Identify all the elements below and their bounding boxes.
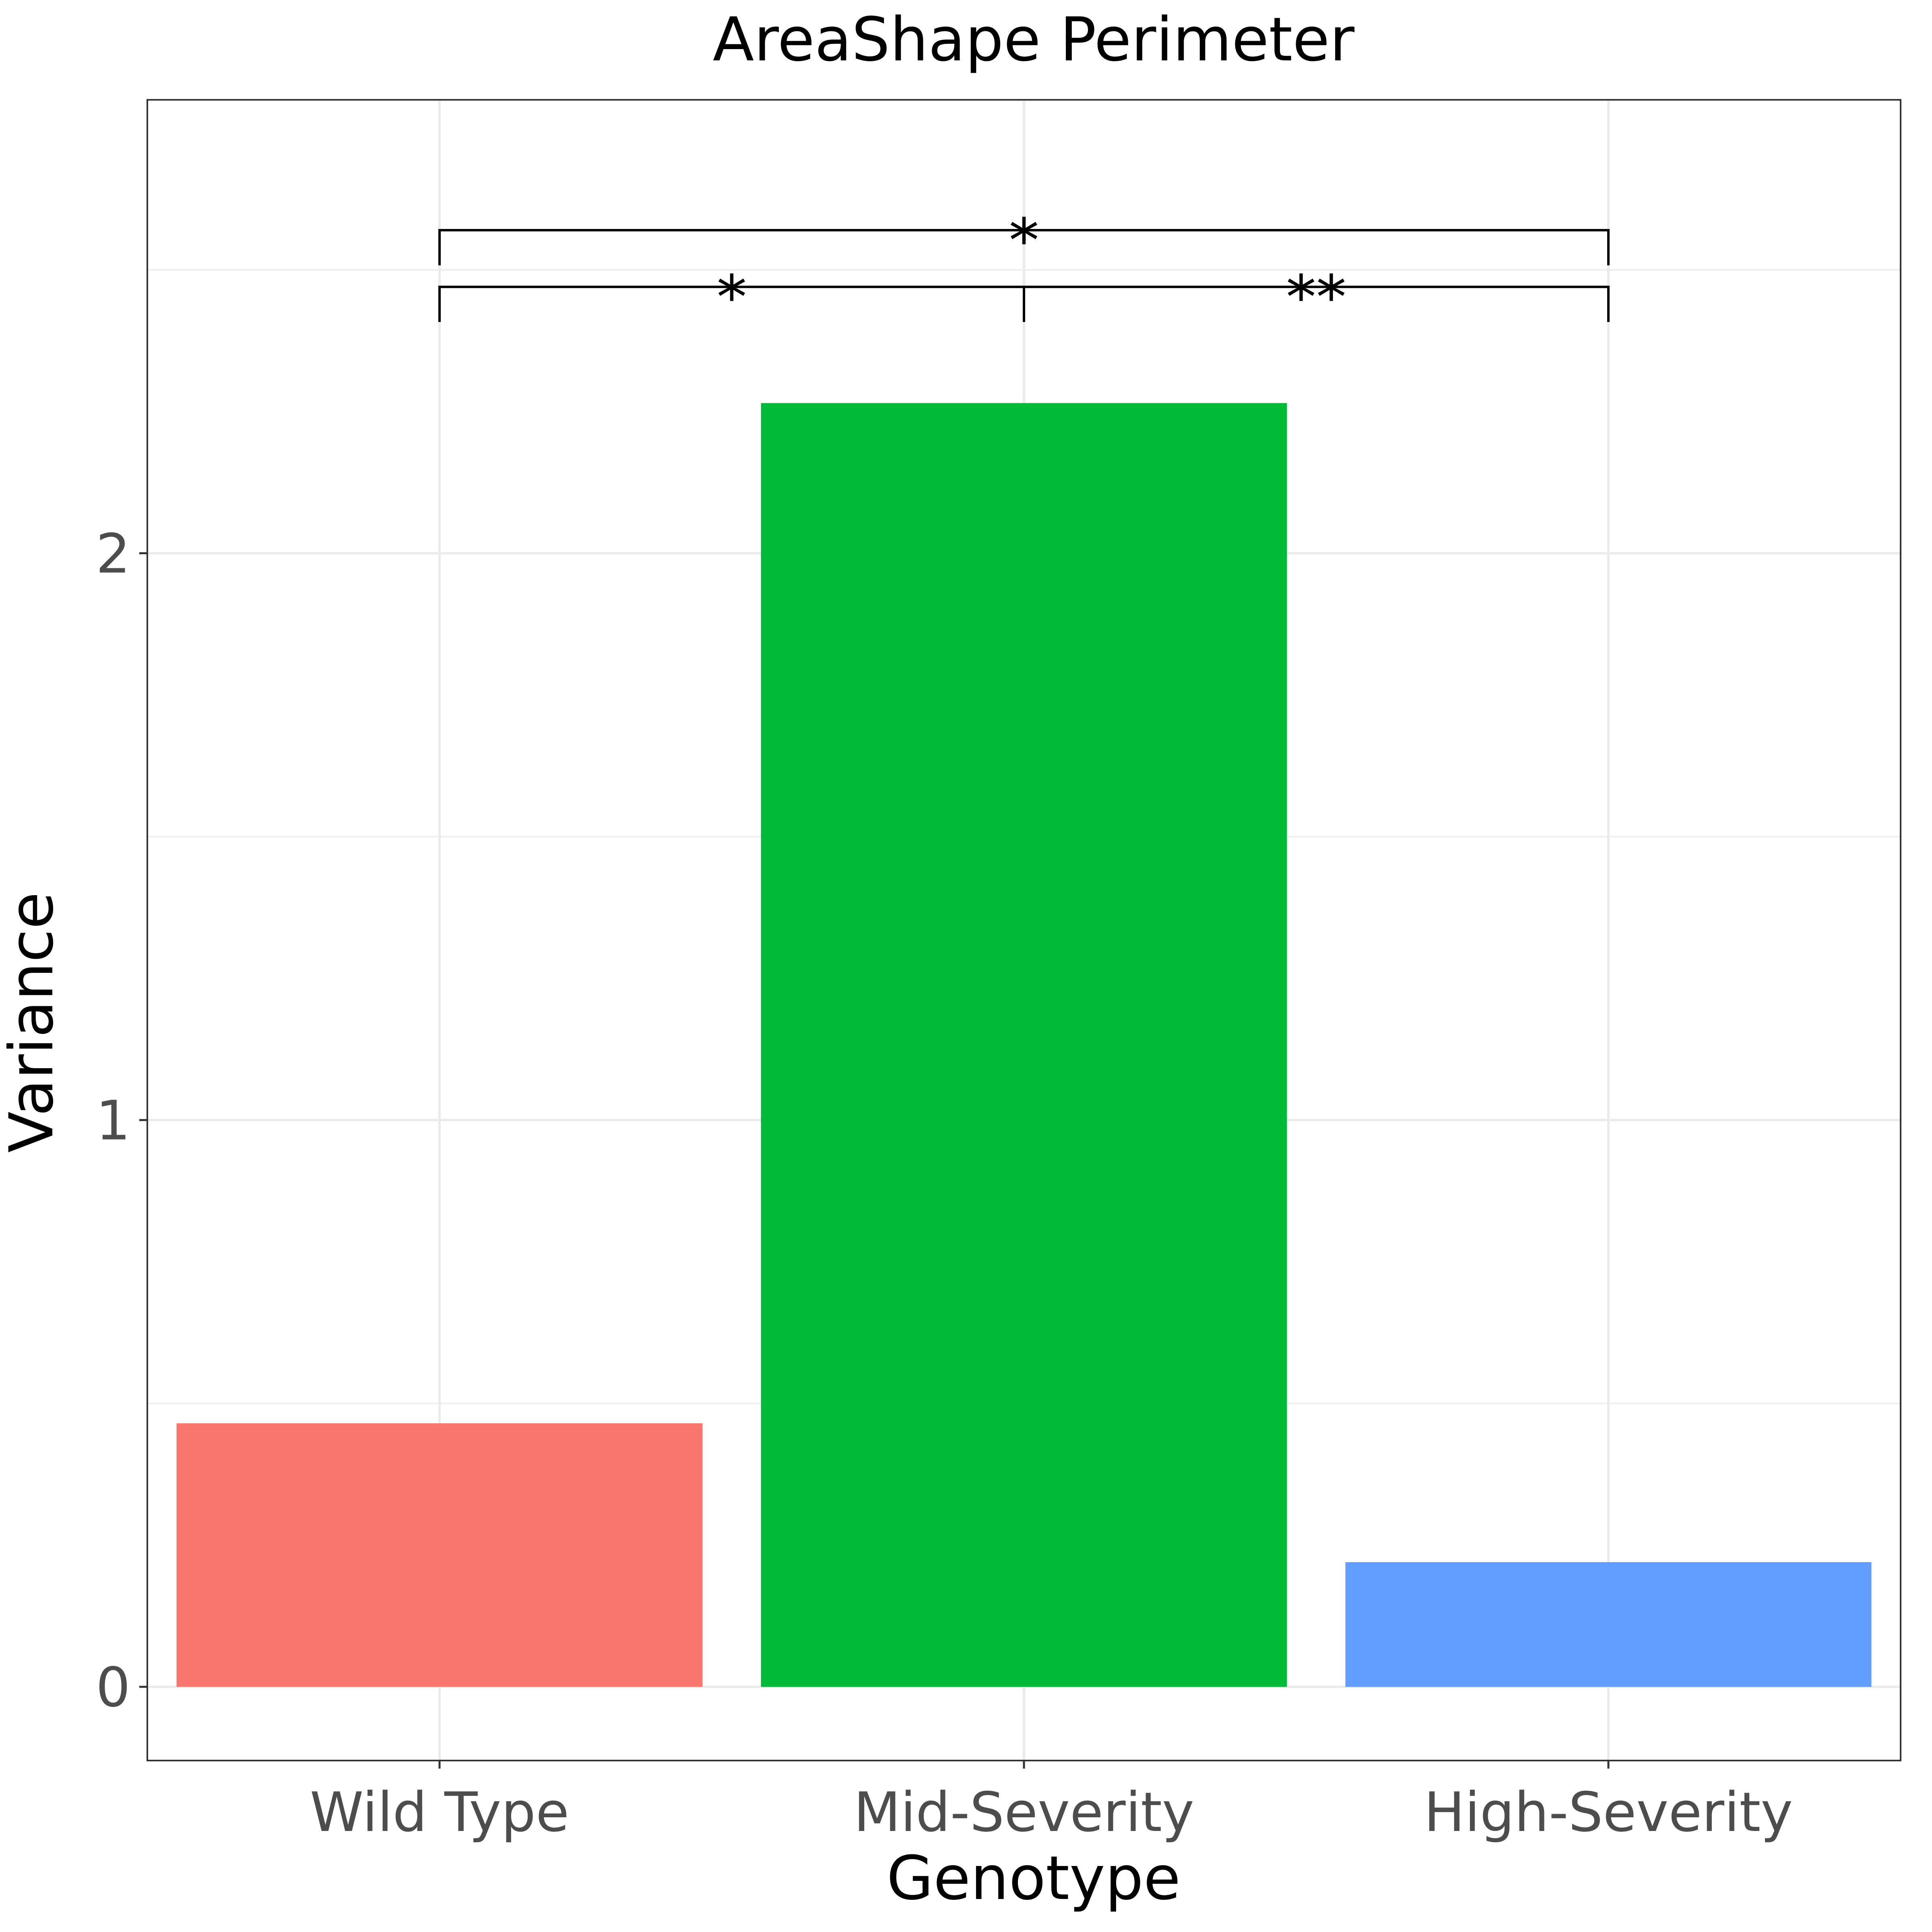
significance-bracket xyxy=(1023,285,1610,322)
y-tick-label: 1 xyxy=(96,1089,130,1152)
bar xyxy=(176,1423,703,1687)
significance-bracket xyxy=(438,229,1610,266)
x-tick-label: High-Severity xyxy=(1424,1781,1793,1844)
bars xyxy=(176,403,1872,1687)
x-axis-title: Genotype xyxy=(887,1843,1181,1913)
bar xyxy=(761,403,1287,1687)
significance-label: * xyxy=(717,263,747,333)
axes: 0 1 2 Wild Type Mid-Severity High-Severity xyxy=(96,522,1793,1844)
x-tick-label: Wild Type xyxy=(310,1781,569,1844)
significance-label: * xyxy=(1009,206,1039,276)
bar xyxy=(1345,1562,1872,1687)
y-tick-label: 0 xyxy=(96,1656,130,1719)
y-axis-title: Variance xyxy=(0,892,67,1153)
chart-title: AreaShape Perimeter xyxy=(713,5,1355,75)
significance-label: ** xyxy=(1286,263,1346,333)
y-tick-label: 2 xyxy=(96,522,130,586)
significance-brackets: * *** xyxy=(438,206,1610,333)
x-tick-label: Mid-Severity xyxy=(854,1781,1194,1844)
